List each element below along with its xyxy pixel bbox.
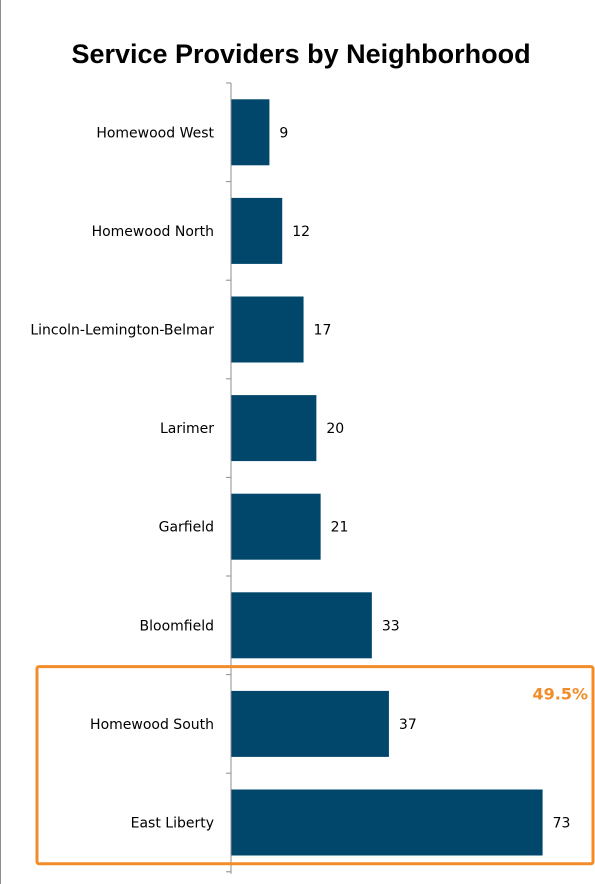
- data-label: 73: [553, 816, 571, 832]
- category-label: Bloomfield: [140, 618, 214, 634]
- data-label: 21: [331, 520, 349, 536]
- bar: [231, 493, 321, 560]
- category-label: Homewood South: [90, 717, 214, 733]
- data-label: 37: [399, 717, 417, 733]
- category-axis: [226, 82, 232, 874]
- data-label: 9: [279, 125, 288, 141]
- category-label: Homewood North: [92, 224, 214, 240]
- labels-layer: Homewood West 9 Homewood North 12 Lincoln-Le…: [30, 125, 570, 831]
- chart-title: Service Providers by Neighborhood: [71, 39, 530, 69]
- highlight-group: 49.5%: [35, 665, 595, 866]
- bar: [231, 197, 283, 264]
- bar: [231, 395, 317, 462]
- highlight-percentage: 49.5%: [532, 685, 588, 704]
- highlight-box: [35, 665, 595, 866]
- data-label: 17: [314, 323, 332, 339]
- category-label: Homewood West: [96, 125, 214, 141]
- category-label: Larimer: [160, 421, 214, 437]
- data-label: 12: [292, 224, 310, 240]
- bar: [231, 592, 372, 659]
- category-label: Lincoln-Lemington-Belmar: [30, 323, 214, 339]
- data-label: 33: [382, 618, 400, 634]
- category-label: Garfield: [159, 520, 214, 536]
- bar: [231, 296, 304, 363]
- bars-layer: [231, 99, 543, 856]
- bar: [231, 789, 543, 856]
- category-label: East Liberty: [131, 816, 214, 832]
- bar: [231, 690, 389, 757]
- data-label: 20: [326, 421, 344, 437]
- bar: [231, 99, 270, 166]
